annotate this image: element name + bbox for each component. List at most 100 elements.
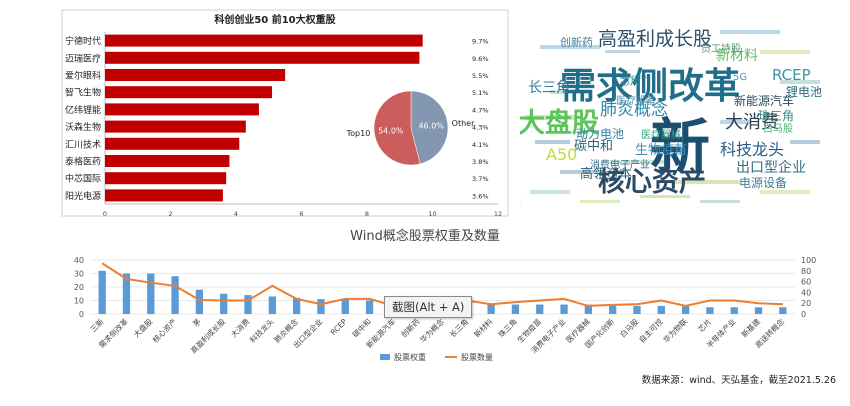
combo-category-label: 长三角 bbox=[447, 316, 470, 339]
weight-bar bbox=[779, 307, 787, 314]
wordcloud-small-words bbox=[760, 50, 810, 54]
wordcloud-small-words bbox=[550, 90, 590, 94]
weight-bar bbox=[560, 304, 568, 314]
top10-value-label: 3.6% bbox=[472, 192, 489, 200]
pie-value-label: 46.0% bbox=[418, 121, 444, 130]
wordcloud-small-words bbox=[670, 180, 740, 184]
wordcloud-word: 高盈利成长股 bbox=[598, 28, 712, 50]
wordcloud-word: 生物疫苗 bbox=[635, 142, 687, 158]
weight-bar bbox=[487, 304, 495, 314]
pie-value-label: 54.0% bbox=[378, 127, 404, 136]
wordcloud-small-words bbox=[605, 50, 640, 53]
combo-right-tick-label: 80 bbox=[801, 267, 811, 276]
weight-bar bbox=[268, 296, 276, 314]
combo-category-label: 核心资产 bbox=[150, 316, 178, 344]
weight-bar bbox=[244, 295, 252, 314]
wordcloud-small-words bbox=[610, 160, 670, 164]
wordcloud-word: 长三角 bbox=[528, 80, 570, 96]
wordcloud-word: 电源设备 bbox=[739, 176, 787, 190]
wordcloud-word: 员工持股 bbox=[701, 42, 741, 55]
wordcloud-word: A50 bbox=[546, 145, 577, 164]
combo-right-tick-label: 0 bbox=[801, 310, 806, 319]
combo-right-tick-label: 40 bbox=[801, 288, 811, 297]
combo-left-tick-label: 20 bbox=[74, 283, 84, 292]
top10-x-tick-label: 4 bbox=[234, 210, 238, 218]
weight-bar bbox=[220, 293, 228, 314]
weight-bar bbox=[122, 273, 131, 314]
wordcloud-small-words bbox=[560, 170, 605, 174]
wordcloud-word: 5G bbox=[733, 72, 747, 83]
top10-value-label: 3.7% bbox=[472, 175, 489, 183]
pie-slice-label: Other bbox=[452, 119, 475, 128]
wordcloud-small-words bbox=[580, 200, 620, 203]
weight-bar bbox=[536, 304, 544, 314]
top10-bar bbox=[105, 172, 227, 185]
wordcloud-word: 碳中和 bbox=[574, 139, 613, 154]
wordcloud-small-words bbox=[540, 45, 600, 49]
combo-category-label: 华为物联 bbox=[661, 316, 690, 345]
top10-bar bbox=[105, 155, 230, 167]
pie-slice-top10 bbox=[373, 90, 421, 166]
top10-category-label: 亿纬锂能 bbox=[65, 104, 101, 116]
top10-chart-title: 科创创业50 前10大权重股 bbox=[214, 13, 336, 26]
weight-bar bbox=[341, 299, 349, 314]
wordcloud-small-words bbox=[535, 140, 570, 144]
wordcloud-small-words bbox=[640, 195, 690, 198]
weight-bar bbox=[754, 307, 763, 314]
legend-count-label: 股票数量 bbox=[461, 352, 493, 362]
wordcloud-word: 大消费 bbox=[725, 112, 779, 133]
combo-category-label: 芯片 bbox=[696, 316, 714, 334]
combo-category-label: 大盘股 bbox=[131, 316, 154, 339]
weight-bar bbox=[317, 299, 325, 314]
top10-category-label: 沃森生物 bbox=[65, 121, 101, 133]
combo-left-tick-label: 10 bbox=[74, 297, 84, 306]
wordcloud-small-words bbox=[780, 80, 820, 84]
top10-bar bbox=[105, 34, 423, 47]
top10-x-tick-label: 0 bbox=[103, 210, 107, 218]
weight-bar bbox=[706, 307, 714, 314]
combo-category-label: 科技龙头 bbox=[247, 316, 276, 345]
top10-category-label: 爱尔眼科 bbox=[65, 70, 101, 82]
top10-bar bbox=[105, 51, 420, 64]
top10-chart-frame bbox=[61, 9, 509, 217]
combo-category-label: 珠三角 bbox=[496, 316, 519, 339]
legend-weight-swatch bbox=[380, 354, 390, 360]
weight-bar bbox=[681, 305, 690, 314]
weight-bar bbox=[365, 300, 374, 314]
wordcloud-word: 肺炎概念 bbox=[600, 99, 668, 120]
top10-value-label: 3.8% bbox=[472, 158, 489, 166]
wordcloud-small-words bbox=[720, 120, 750, 124]
wordcloud-small-words bbox=[700, 200, 740, 203]
top10-value-label: 4.3% bbox=[472, 124, 489, 132]
weight-bar bbox=[584, 304, 593, 314]
wordcloud-small-words bbox=[760, 190, 810, 194]
top10-bar bbox=[105, 103, 259, 116]
weight-bar bbox=[98, 270, 106, 314]
weight-bar bbox=[511, 304, 520, 314]
top10-category-label: 阳光电源 bbox=[65, 190, 101, 202]
combo-category-label: 华为概念 bbox=[418, 316, 447, 345]
top10-x-tick-label: 12 bbox=[494, 210, 502, 218]
combo-category-label: 大消费 bbox=[228, 316, 251, 339]
combo-category-label: 茅 bbox=[190, 316, 203, 329]
screenshot-tooltip: 截图(Alt + A) bbox=[384, 296, 473, 318]
wordcloud-small-words bbox=[720, 30, 780, 34]
wordcloud-word: 核心资产 bbox=[598, 166, 706, 198]
top10-category-label: 宁德时代 bbox=[65, 35, 101, 47]
top10-value-label: 5.1% bbox=[472, 89, 489, 97]
wordcloud-word: 芯片 bbox=[620, 75, 640, 88]
combo-right-tick-label: 100 bbox=[801, 256, 816, 265]
wordcloud-word: 动力电池 bbox=[576, 127, 624, 141]
top10-bar bbox=[105, 86, 273, 99]
top10-bar bbox=[105, 69, 286, 81]
top10-weights-chart: 科创创业50 前10大权重股 0 2 4 6 8 10 12 宁德时代 9.7% 迈瑞医疗 9.6… bbox=[61, 9, 509, 218]
combo-left-tick-label: 30 bbox=[74, 270, 84, 279]
wordcloud-small-words bbox=[790, 140, 820, 144]
weight-bar bbox=[195, 289, 204, 314]
wordcloud-word: 新 bbox=[650, 113, 710, 183]
wordcloud-word: 新能源汽车 bbox=[734, 93, 794, 108]
combo-left-tick-label: 40 bbox=[74, 256, 84, 265]
wordcloud-small-words bbox=[530, 190, 570, 194]
